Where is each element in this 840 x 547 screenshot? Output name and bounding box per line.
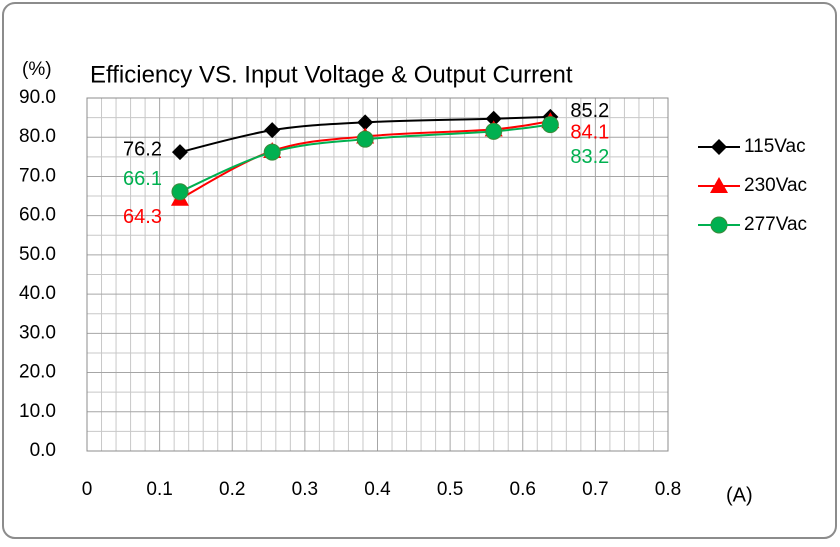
y-tick-label: 70.0 [19, 165, 56, 186]
y-tick-label: 30.0 [19, 322, 56, 343]
y-axis-label: (%) [22, 59, 52, 80]
data-label: 64.3 [123, 206, 162, 228]
y-tick-label: 40.0 [19, 283, 56, 304]
point [264, 122, 281, 139]
x-tick-label: 0.5 [437, 479, 463, 500]
legend-label: 277Vac [744, 214, 807, 235]
x-tick-label: 0.6 [510, 479, 536, 500]
point [357, 114, 374, 131]
x-tick-label: 0.4 [364, 479, 391, 500]
y-tick-label: 80.0 [19, 126, 56, 147]
data-label: 66.1 [123, 168, 162, 190]
grid [86, 97, 669, 452]
point [263, 143, 281, 161]
point [171, 144, 188, 161]
y-tick-label: 90.0 [19, 87, 56, 108]
y-tick-label: 20.0 [19, 362, 56, 383]
x-tick-label: 0.8 [655, 479, 681, 500]
chart-title: Efficiency VS. Input Voltage & Output Cu… [90, 61, 573, 88]
x-axis-label: (A) [726, 484, 753, 506]
x-tick-label: 0.3 [292, 479, 318, 500]
point [171, 183, 189, 201]
y-tick-label: 0.0 [30, 440, 56, 461]
x-tick-label: 0.1 [146, 479, 172, 500]
plot [170, 108, 728, 234]
x-tick-label: 0 [82, 479, 93, 500]
data-label: 85.2 [570, 100, 609, 122]
point [485, 110, 502, 127]
data-label: 76.2 [123, 138, 162, 160]
data-label: 84.1 [570, 121, 609, 143]
plot-border [86, 97, 669, 452]
x-tick-label: 0.2 [219, 479, 245, 500]
point [541, 116, 559, 134]
point [485, 122, 503, 140]
point [356, 130, 374, 148]
y-tick-label: 10.0 [19, 401, 56, 422]
data-label: 83.2 [570, 146, 609, 168]
legend-label: 115Vac [744, 136, 806, 157]
x-tick-label: 0.7 [582, 479, 608, 500]
legend-label: 230Vac [744, 175, 807, 196]
y-tick-label: 60.0 [19, 205, 56, 226]
y-tick-label: 50.0 [19, 244, 56, 265]
